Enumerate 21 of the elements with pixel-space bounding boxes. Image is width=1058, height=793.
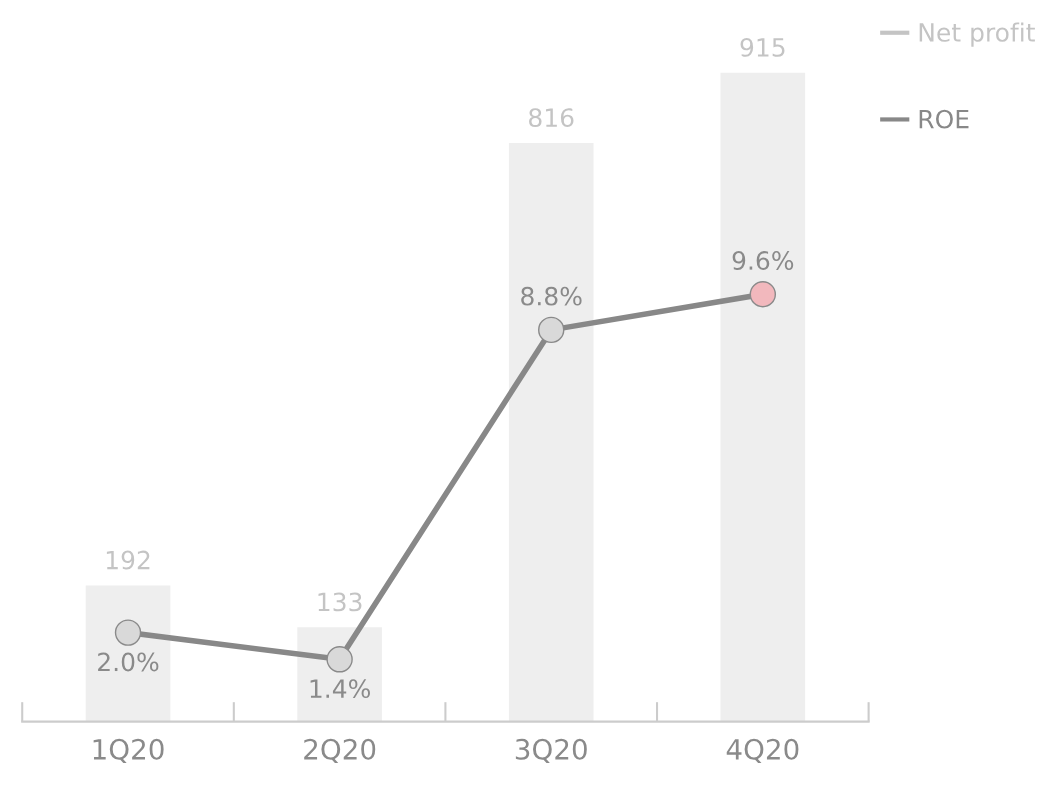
legend-label: ROE xyxy=(919,109,969,129)
data-label: 816 xyxy=(529,108,574,128)
data-label: 915 xyxy=(740,37,785,57)
point xyxy=(114,619,142,646)
x-tick-label: 1Q20 xyxy=(93,738,164,763)
data-label: 192 xyxy=(106,550,150,570)
text: Net profit xyxy=(919,22,1035,47)
x-tick-label: 2Q20 xyxy=(304,738,376,763)
data-label: 1.4% xyxy=(310,679,370,699)
point xyxy=(538,316,565,344)
data-label: 133 xyxy=(318,592,362,612)
point xyxy=(326,646,353,673)
bar xyxy=(720,72,806,722)
data-label: 2.0% xyxy=(98,652,159,672)
point xyxy=(749,281,777,308)
bar xyxy=(85,585,171,722)
bar xyxy=(508,143,594,722)
x-tick-label: 3Q20 xyxy=(515,738,587,763)
x-tick-label: 4Q20 xyxy=(726,738,799,763)
data-label: 9.6% xyxy=(732,251,794,270)
data-label: 8.8% xyxy=(521,286,582,306)
